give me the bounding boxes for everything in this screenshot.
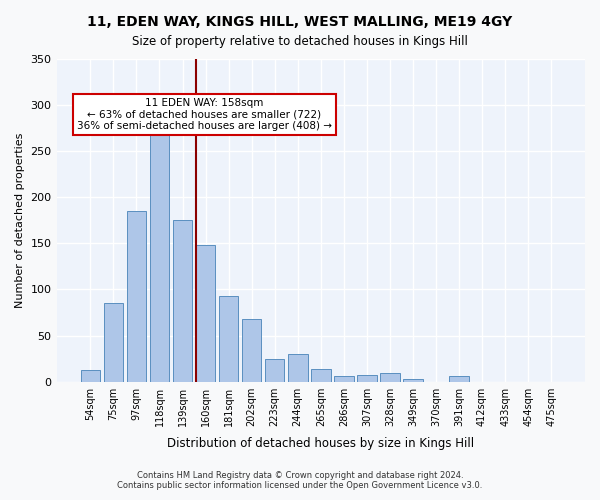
Bar bbox=[403, 379, 423, 382]
Bar bbox=[449, 376, 469, 382]
Bar bbox=[104, 304, 123, 382]
Text: 11 EDEN WAY: 158sqm
← 63% of detached houses are smaller (722)
36% of semi-detac: 11 EDEN WAY: 158sqm ← 63% of detached ho… bbox=[77, 98, 332, 131]
Bar bbox=[219, 296, 238, 382]
Bar bbox=[265, 358, 284, 382]
Bar bbox=[334, 376, 353, 382]
Text: Size of property relative to detached houses in Kings Hill: Size of property relative to detached ho… bbox=[132, 35, 468, 48]
Bar bbox=[80, 370, 100, 382]
Text: 11, EDEN WAY, KINGS HILL, WEST MALLING, ME19 4GY: 11, EDEN WAY, KINGS HILL, WEST MALLING, … bbox=[88, 15, 512, 29]
Bar bbox=[311, 368, 331, 382]
X-axis label: Distribution of detached houses by size in Kings Hill: Distribution of detached houses by size … bbox=[167, 437, 475, 450]
Bar bbox=[357, 375, 377, 382]
Bar bbox=[288, 354, 308, 382]
Bar bbox=[380, 374, 400, 382]
Text: Contains HM Land Registry data © Crown copyright and database right 2024.
Contai: Contains HM Land Registry data © Crown c… bbox=[118, 470, 482, 490]
Bar bbox=[173, 220, 193, 382]
Bar bbox=[242, 319, 262, 382]
Bar bbox=[196, 245, 215, 382]
Bar bbox=[149, 114, 169, 382]
Bar bbox=[127, 211, 146, 382]
Y-axis label: Number of detached properties: Number of detached properties bbox=[15, 132, 25, 308]
